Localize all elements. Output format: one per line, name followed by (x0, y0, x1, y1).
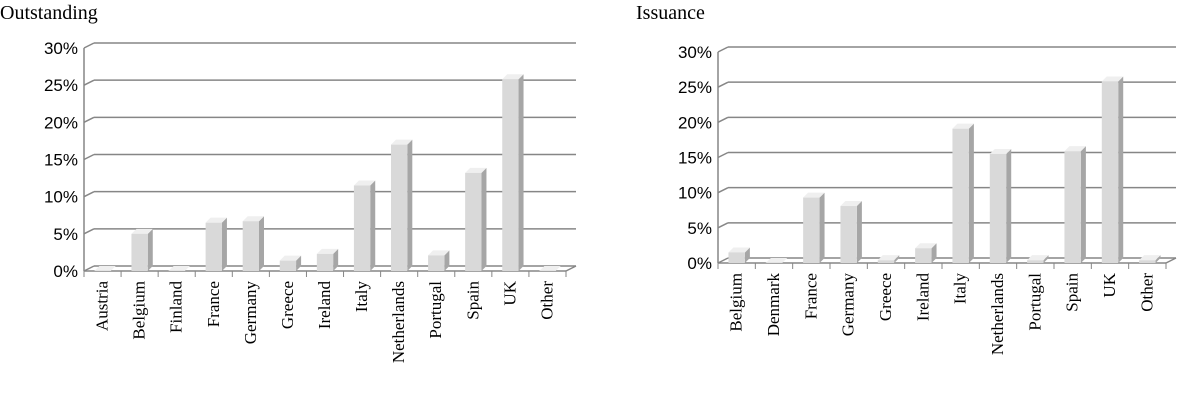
outstanding-bar-uk (502, 74, 524, 271)
outstanding-bar-other (539, 266, 561, 271)
issuance-x-tick-label: UK (1100, 272, 1119, 297)
outstanding-x-tick-label: Portugal (426, 281, 445, 339)
issuance-x-tick-label: France (801, 273, 820, 319)
outstanding-x-tick-label: Belgium (130, 281, 149, 340)
issuance-y-tick-label: 5% (687, 219, 712, 238)
issuance-bar-belgium (728, 247, 750, 263)
outstanding-x-tick-label: Finland (167, 281, 186, 333)
issuance-bar-portugal (1027, 255, 1049, 263)
issuance-x-tick-label: Germany (839, 273, 858, 337)
issuance-y-tick-label: 25% (678, 78, 712, 97)
outstanding-y-tick-label: 15% (44, 151, 78, 170)
issuance-bar-denmark (765, 258, 788, 263)
outstanding-x-tick-label: France (204, 281, 223, 327)
outstanding-x-tick-label: Other (537, 281, 556, 320)
outstanding-x-tick-label: Spain (463, 281, 482, 320)
outstanding-bar-germany (242, 216, 265, 271)
issuance-y-tick-label: 30% (678, 43, 712, 62)
outstanding-x-tick-label: Ireland (315, 281, 334, 330)
issuance-x-tick-label: Portugal (1025, 273, 1044, 331)
outstanding-x-tick-label: Austria (93, 281, 112, 332)
outstanding-x-tick-label: Greece (278, 281, 297, 329)
issuance-bar-uk (1101, 76, 1124, 263)
outstanding-bar-italy (353, 180, 376, 271)
outstanding-y-tick-label: 10% (44, 188, 78, 207)
outstanding-y-tick-label: 25% (44, 76, 78, 95)
issuance-bar-greece (877, 255, 900, 263)
outstanding-x-tick-label: Germany (241, 281, 260, 345)
outstanding-bar-chart: 0% 5% 10% 15% 20% 25% 30% Austria Belgium Finland… (44, 39, 577, 363)
issuance-bar-france (803, 192, 825, 263)
outstanding-y-tick-label: 5% (53, 225, 78, 244)
outstanding-bar-austria (94, 266, 116, 271)
issuance-bar-germany (840, 201, 862, 263)
issuance-x-tick-label: Other (1137, 273, 1156, 312)
outstanding-bar-belgium (131, 228, 153, 271)
issuance-y-tick-label: 10% (678, 184, 712, 203)
outstanding-y-tick-label: 20% (44, 113, 78, 132)
issuance-bar-spain (1064, 146, 1086, 263)
issuance-y-tick-label: 15% (678, 149, 712, 168)
outstanding-x-tick-label: UK (500, 280, 519, 305)
issuance-y-tick-label: 0% (687, 254, 712, 273)
issuance-x-tick-label: Greece (876, 273, 895, 321)
issuance-y-tick-label: 20% (678, 113, 712, 132)
outstanding-bar-portugal (428, 250, 450, 271)
outstanding-bar-netherlands (390, 139, 413, 271)
issuance-x-tick-label: Belgium (727, 273, 746, 332)
outstanding-x-tick-label: Italy (352, 281, 371, 313)
outstanding-y-tick-label: 30% (44, 39, 78, 58)
issuance-chart-title: Issuance (636, 2, 705, 24)
issuance-x-tick-label: Ireland (913, 273, 932, 322)
outstanding-bar-ireland (316, 248, 339, 271)
issuance-bar-other (1139, 255, 1161, 263)
outstanding-bar-finland (168, 266, 190, 271)
issuance-bar-ireland (915, 243, 937, 263)
issuance-x-tick-label: Spain (1063, 273, 1082, 312)
outstanding-bar-spain (465, 167, 487, 271)
outstanding-bar-greece (279, 255, 302, 271)
issuance-bar-italy (952, 123, 974, 263)
issuance-bar-netherlands (989, 148, 1012, 263)
issuance-x-tick-label: Italy (951, 273, 970, 305)
outstanding-x-tick-label: Netherlands (389, 281, 408, 363)
outstanding-bar-france (205, 217, 227, 271)
issuance-x-tick-label: Denmark (764, 273, 783, 337)
issuance-x-tick-label: Netherlands (988, 273, 1007, 355)
outstanding-y-tick-label: 0% (53, 262, 78, 281)
outstanding-chart-title: Outstanding (0, 2, 98, 24)
